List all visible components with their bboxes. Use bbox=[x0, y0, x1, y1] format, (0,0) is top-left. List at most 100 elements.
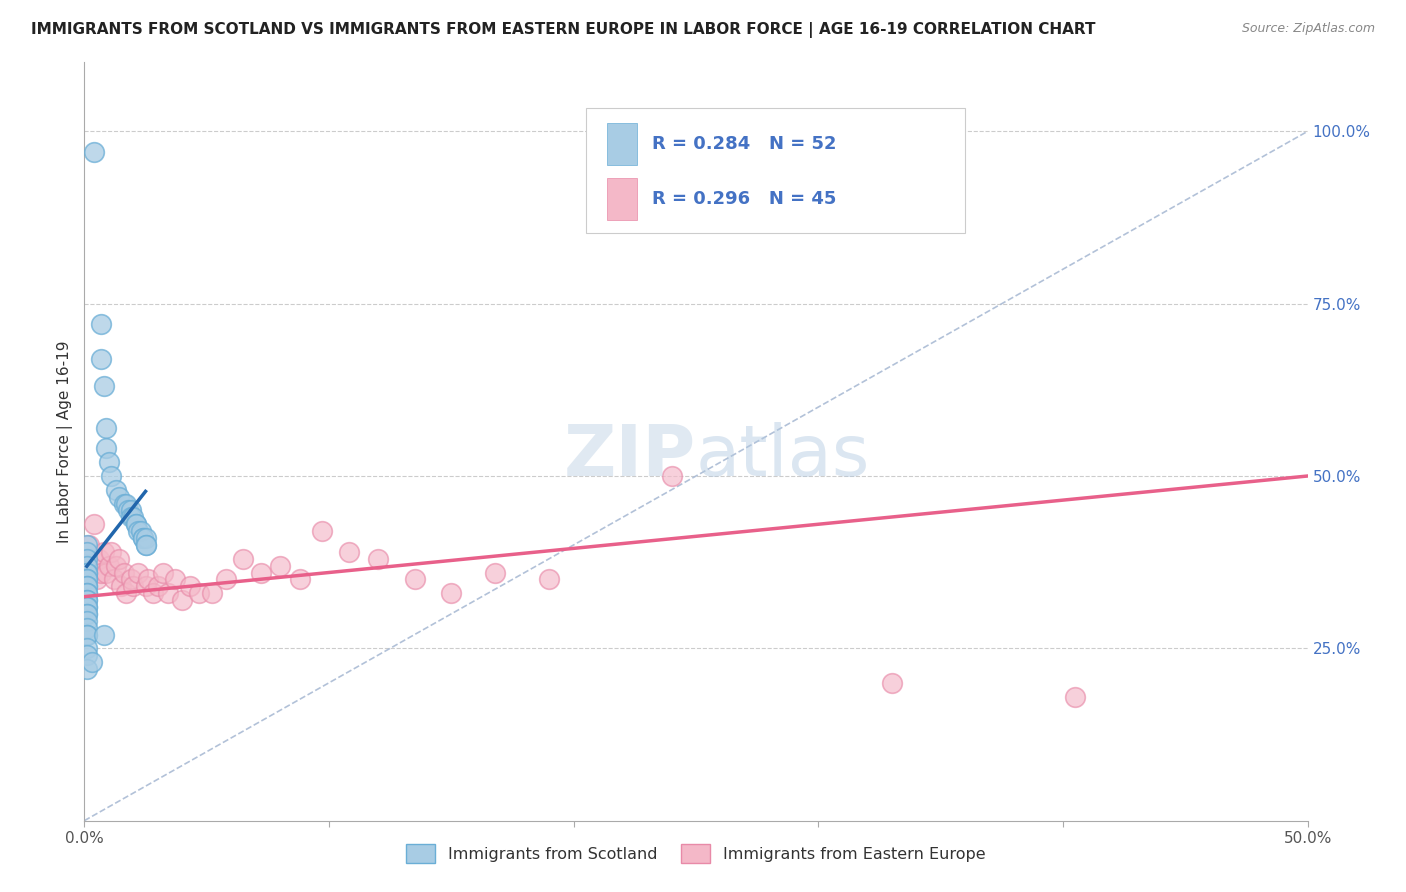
Point bbox=[132, 531, 155, 545]
Point bbox=[76, 545, 98, 559]
FancyBboxPatch shape bbox=[606, 178, 637, 219]
Point bbox=[87, 551, 110, 566]
Point bbox=[90, 566, 112, 580]
Point bbox=[127, 566, 149, 580]
Point bbox=[90, 351, 112, 366]
Text: R = 0.296   N = 45: R = 0.296 N = 45 bbox=[652, 190, 837, 208]
Point bbox=[76, 621, 98, 635]
Legend: Immigrants from Scotland, Immigrants from Eastern Europe: Immigrants from Scotland, Immigrants fro… bbox=[401, 838, 991, 870]
Point bbox=[76, 573, 98, 587]
Point bbox=[115, 586, 138, 600]
Point bbox=[1064, 690, 1087, 704]
Point bbox=[76, 648, 98, 663]
Point bbox=[135, 538, 157, 552]
Point bbox=[76, 551, 98, 566]
FancyBboxPatch shape bbox=[606, 123, 637, 165]
Point bbox=[404, 573, 426, 587]
Point bbox=[86, 573, 108, 587]
Text: R = 0.284   N = 52: R = 0.284 N = 52 bbox=[652, 135, 837, 153]
Point bbox=[107, 551, 129, 566]
Point bbox=[367, 551, 389, 566]
Point bbox=[249, 566, 271, 580]
Point bbox=[117, 503, 139, 517]
Point bbox=[83, 517, 105, 532]
Point bbox=[76, 573, 98, 587]
Point bbox=[337, 545, 360, 559]
Point bbox=[129, 524, 152, 538]
Point bbox=[80, 655, 103, 669]
Point bbox=[110, 579, 132, 593]
Point bbox=[80, 551, 103, 566]
Point bbox=[269, 558, 291, 573]
Point bbox=[538, 573, 561, 587]
Point bbox=[127, 524, 149, 538]
Point bbox=[135, 579, 157, 593]
Text: IMMIGRANTS FROM SCOTLAND VS IMMIGRANTS FROM EASTERN EUROPE IN LABOR FORCE | AGE : IMMIGRANTS FROM SCOTLAND VS IMMIGRANTS F… bbox=[31, 22, 1095, 38]
Point bbox=[76, 607, 98, 621]
Point bbox=[200, 586, 222, 600]
Point bbox=[100, 469, 122, 483]
Point bbox=[122, 579, 145, 593]
Point bbox=[125, 517, 148, 532]
Point bbox=[311, 524, 333, 538]
Point bbox=[76, 566, 98, 580]
Point bbox=[115, 497, 138, 511]
Point bbox=[179, 579, 201, 593]
Point bbox=[112, 497, 135, 511]
Point bbox=[288, 573, 311, 587]
Point bbox=[120, 510, 142, 524]
Point bbox=[96, 566, 118, 580]
Point bbox=[156, 586, 179, 600]
Point bbox=[132, 531, 155, 545]
Point bbox=[76, 614, 98, 628]
Point bbox=[105, 558, 128, 573]
Point bbox=[107, 490, 129, 504]
Point bbox=[90, 318, 112, 332]
Point bbox=[76, 593, 98, 607]
Point bbox=[76, 586, 98, 600]
Point bbox=[120, 573, 142, 587]
Point bbox=[76, 641, 98, 656]
Point bbox=[232, 551, 254, 566]
Point bbox=[163, 573, 186, 587]
Point bbox=[135, 531, 157, 545]
Point bbox=[97, 558, 120, 573]
Point bbox=[76, 607, 98, 621]
Point bbox=[136, 573, 159, 587]
Point bbox=[76, 627, 98, 641]
Point bbox=[76, 593, 98, 607]
Point bbox=[440, 586, 463, 600]
Point bbox=[93, 379, 115, 393]
Point bbox=[96, 442, 118, 456]
Point bbox=[76, 599, 98, 614]
Point bbox=[484, 566, 506, 580]
Text: ZIP: ZIP bbox=[564, 422, 696, 491]
Point bbox=[76, 579, 98, 593]
Point bbox=[76, 627, 98, 641]
Point bbox=[146, 579, 169, 593]
Y-axis label: In Labor Force | Age 16-19: In Labor Force | Age 16-19 bbox=[58, 340, 73, 543]
Point bbox=[661, 469, 683, 483]
Point bbox=[135, 538, 157, 552]
Point bbox=[76, 558, 98, 573]
Point bbox=[77, 538, 100, 552]
Point bbox=[125, 517, 148, 532]
Point bbox=[97, 455, 120, 469]
Point bbox=[83, 145, 105, 159]
Point bbox=[103, 573, 125, 587]
Point bbox=[112, 566, 135, 580]
Point bbox=[93, 545, 115, 559]
Point bbox=[105, 483, 128, 497]
FancyBboxPatch shape bbox=[586, 108, 965, 233]
Point bbox=[188, 586, 211, 600]
Point bbox=[76, 566, 98, 580]
Text: Source: ZipAtlas.com: Source: ZipAtlas.com bbox=[1241, 22, 1375, 36]
Point bbox=[100, 545, 122, 559]
Point bbox=[880, 675, 903, 690]
Point bbox=[76, 538, 98, 552]
Point bbox=[152, 566, 174, 580]
Point bbox=[76, 586, 98, 600]
Point bbox=[93, 627, 115, 641]
Point bbox=[76, 579, 98, 593]
Point bbox=[120, 503, 142, 517]
